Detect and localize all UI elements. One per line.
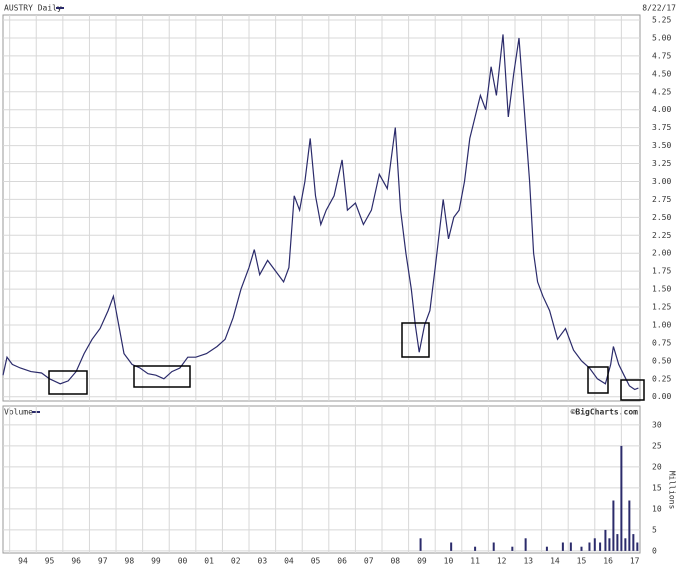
volume-bar [588, 542, 591, 551]
volume-bar [545, 546, 548, 551]
x-tick-label: 03 [258, 557, 268, 566]
y-tick-label: 1.50 [652, 285, 671, 294]
y-tick-label: 15 [652, 483, 662, 492]
y-tick-label: 4.25 [652, 87, 671, 96]
y-tick-label: 2.50 [652, 213, 671, 222]
volume-bar [511, 546, 514, 551]
x-tick-label: 06 [337, 557, 347, 566]
x-tick-label: 12 [497, 557, 507, 566]
x-tick-label: 97 [98, 557, 108, 566]
x-tick-label: 17 [630, 557, 640, 566]
highlight-box [133, 365, 191, 388]
volume-bar [624, 538, 627, 551]
y-tick-label: 25 [652, 441, 662, 450]
y-tick-label: 5.00 [652, 33, 671, 42]
x-tick-label: 11 [470, 557, 480, 566]
y-tick-label: 3.50 [652, 141, 671, 150]
y-tick-label: 5 [652, 525, 657, 534]
x-tick-label: 13 [523, 557, 533, 566]
y-tick-label: 0 [652, 546, 657, 555]
y-tick-label: 1.75 [652, 267, 671, 276]
y-tick-label: 20 [652, 462, 662, 471]
volume-bar [450, 542, 453, 551]
x-tick-label: 07 [364, 557, 374, 566]
y-tick-label: 1.00 [652, 320, 671, 329]
volume-bar [593, 538, 596, 551]
y-tick-label: 0.00 [652, 392, 671, 401]
y-tick-label: 3.75 [652, 123, 671, 132]
y-tick-label: 2.00 [652, 249, 671, 258]
y-tick-label: 4.75 [652, 51, 671, 60]
y-tick-label: 0.50 [652, 356, 671, 365]
x-tick-label: 14 [550, 557, 560, 566]
volume-bar [616, 534, 619, 551]
y-tick-label: 3.25 [652, 159, 671, 168]
volume-bar [580, 546, 583, 551]
y-tick-label: 2.25 [652, 231, 671, 240]
x-tick-label: 09 [417, 557, 427, 566]
volume-bar [474, 546, 477, 551]
x-tick-label: 08 [390, 557, 400, 566]
volume-bar [632, 534, 635, 551]
x-tick-label: 98 [125, 557, 135, 566]
volume-bar [612, 500, 615, 551]
source: ©BigCharts.com [571, 407, 639, 417]
price-frame [2, 14, 641, 402]
y-tick-label: 5.25 [652, 16, 671, 25]
x-tick-label: 99 [151, 557, 161, 566]
x-tick-label: 02 [231, 557, 241, 566]
volume-bar [604, 529, 607, 551]
x-tick-label: 10 [444, 557, 454, 566]
plots: 0.00 0.25 0.50 0.75 1.00 1.25 1.50 1.75 2.00 2.25… [2, 15, 671, 566]
x-tick-label: 96 [71, 557, 81, 566]
y-tick-label: 10 [652, 504, 662, 513]
y-tick-label: 2.75 [652, 195, 671, 204]
volume-bar [608, 538, 611, 551]
volume-bar [524, 538, 527, 551]
volume-frame [2, 405, 641, 554]
x-tick-label: 16 [603, 557, 613, 566]
y-tick-label: 0.25 [652, 374, 671, 383]
y-axis-label: Millions [668, 471, 677, 510]
x-tick-label: 94 [18, 557, 28, 566]
price-line [2, 34, 639, 391]
highlight-box [401, 322, 430, 358]
highlight-box [587, 366, 609, 394]
volume-bar [636, 542, 639, 551]
volume-bar [561, 542, 564, 551]
x-tick-label: 05 [311, 557, 321, 566]
volume-title: Volume [4, 408, 33, 417]
volume-bar [492, 542, 495, 551]
volume-bar [569, 542, 572, 551]
volume-bar [419, 538, 422, 551]
y-tick-label: 1.25 [652, 303, 671, 312]
volume-bar [599, 542, 602, 551]
x-tick-label: 15 [577, 557, 587, 566]
volume-bar [628, 500, 631, 551]
x-tick-label: 00 [178, 557, 188, 566]
highlight-box [620, 379, 645, 401]
volume-bar [620, 445, 623, 551]
price-title: AUSTRY Daily [4, 4, 62, 13]
y-tick-label: 4.00 [652, 105, 671, 114]
y-tick-label: 4.50 [652, 69, 671, 78]
y-tick-label: 0.75 [652, 338, 671, 347]
x-tick-label: 01 [204, 557, 214, 566]
x-tick-label: 04 [284, 557, 294, 566]
highlight-box [48, 370, 88, 395]
x-tick-label: 95 [45, 557, 55, 566]
y-tick-label: 30 [652, 420, 662, 429]
y-tick-label: 3.00 [652, 177, 671, 186]
date: 8/22/17 [642, 4, 676, 13]
